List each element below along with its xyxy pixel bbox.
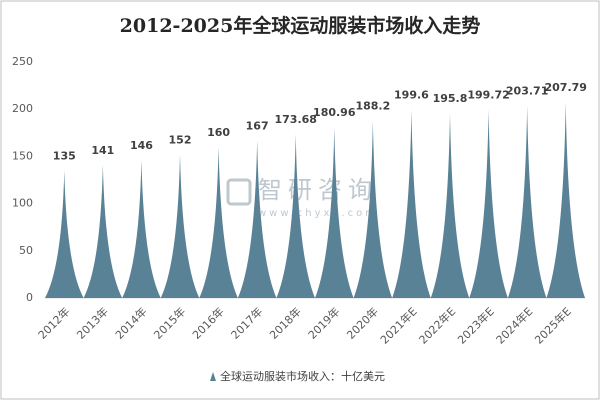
- bar: [315, 127, 354, 298]
- bar: [430, 113, 470, 299]
- data-label: 146: [130, 139, 153, 152]
- data-label: 199.72: [467, 88, 509, 101]
- bar: [83, 164, 123, 298]
- y-tick-label: 50: [19, 244, 33, 257]
- legend-label: 全球运动服装市场收入：十亿美元: [220, 369, 385, 383]
- data-label: 180.96: [313, 106, 356, 119]
- watermark-brand: 智研咨询: [258, 176, 378, 204]
- y-tick-label: 200: [12, 102, 33, 115]
- chart-title: 2012-2025年全球运动服装市场收入走势: [120, 14, 481, 37]
- data-label: 203.71: [506, 85, 548, 98]
- legend-marker: [210, 372, 216, 381]
- bar: [507, 105, 547, 299]
- bar: [353, 120, 393, 298]
- bar: [160, 154, 200, 298]
- data-label: 199.6: [394, 89, 429, 102]
- data-label: 135: [53, 150, 76, 163]
- watermark: 智研咨询 www.chyxx.com: [226, 176, 378, 219]
- bar: [122, 160, 161, 298]
- data-label: 160: [207, 126, 230, 139]
- data-label: 195.8: [433, 92, 468, 105]
- y-tick-label: 100: [12, 197, 33, 210]
- y-tick-label: 150: [12, 149, 33, 162]
- watermark-logo: [226, 178, 252, 206]
- bar: [392, 109, 431, 298]
- bar: [199, 146, 238, 298]
- data-label: 173.68: [274, 113, 316, 126]
- data-label: 188.2: [355, 99, 390, 112]
- y-tick-label: 0: [26, 291, 33, 304]
- bar: [469, 109, 508, 298]
- bar: [276, 134, 315, 298]
- bar: [237, 140, 277, 298]
- watermark-site: www.chyxx.com: [258, 208, 378, 219]
- data-label: 141: [91, 144, 114, 157]
- bar: [546, 101, 585, 298]
- data-label: 167: [246, 119, 269, 132]
- y-tick-label: 250: [12, 55, 33, 68]
- data-label: 152: [169, 134, 192, 147]
- bar: [45, 170, 84, 298]
- data-label: 207.79: [544, 81, 586, 94]
